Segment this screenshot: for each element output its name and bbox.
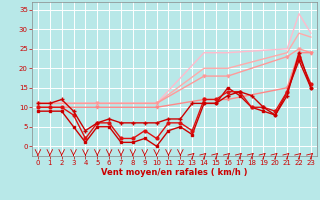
- X-axis label: Vent moyen/en rafales ( km/h ): Vent moyen/en rafales ( km/h ): [101, 168, 248, 177]
